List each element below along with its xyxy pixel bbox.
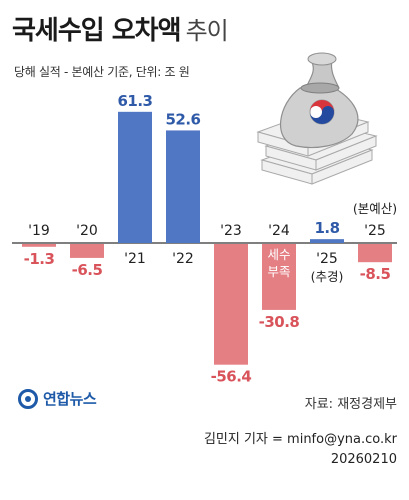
value-label-2: 61.3 xyxy=(117,92,152,110)
bar-2 xyxy=(118,111,152,244)
credit-block: 김민지 기자 = minfo@yna.co.kr 20260210 xyxy=(204,430,397,470)
bar-0 xyxy=(22,244,56,247)
value-label-3: 52.6 xyxy=(165,110,200,128)
chart-title: 국세수입 오차액 추이 xyxy=(12,10,229,47)
category-label-4: '23 xyxy=(220,223,242,239)
chart-subtitle: 당해 실적 - 본예산 기준, 단위: 조 원 xyxy=(14,65,190,79)
chart-title-main: 국세수입 오차액 xyxy=(12,16,181,46)
bar-3 xyxy=(166,130,200,243)
reporter-credit: 김민지 기자 = minfo@yna.co.kr xyxy=(203,432,397,447)
bar-7 xyxy=(358,244,392,263)
shortfall-annotation-0: 세수 xyxy=(267,247,290,262)
value-label-0: -1.3 xyxy=(24,250,55,268)
category-label-3: '22 xyxy=(172,251,194,267)
value-label-1: -6.5 xyxy=(72,261,103,279)
bar-6 xyxy=(310,239,344,243)
yonhap-logo-text: 연합뉴스 xyxy=(43,390,97,408)
category-label-1: '20 xyxy=(76,223,98,239)
publish-date: 20260210 xyxy=(330,452,397,467)
yonhap-logo: 연합뉴스 xyxy=(18,388,97,409)
value-label-7: -8.5 xyxy=(360,265,391,283)
category-note-6: (추경) xyxy=(311,269,344,284)
money-bag-illustration xyxy=(256,52,378,185)
category-label-2: '21 xyxy=(124,251,146,267)
chart-title-sub: 추이 xyxy=(185,17,229,45)
yonhap-logo-icon xyxy=(18,388,38,409)
category-note-7: (본예산) xyxy=(353,201,397,216)
bar-1 xyxy=(70,244,104,258)
category-label-7: '25 xyxy=(364,223,386,239)
source-note: 자료: 재정경제부 xyxy=(304,397,397,412)
bar-4 xyxy=(214,244,248,365)
category-label-6: '25 xyxy=(316,251,338,267)
shortfall-annotation-1: 부족 xyxy=(267,264,290,279)
value-label-6: 1.8 xyxy=(314,219,339,237)
category-label-5: '24 xyxy=(268,223,290,239)
bar-5 xyxy=(262,244,296,310)
category-label-0: '19 xyxy=(28,223,50,239)
value-label-4: -56.4 xyxy=(211,368,252,386)
value-label-5: -30.8 xyxy=(259,313,300,331)
